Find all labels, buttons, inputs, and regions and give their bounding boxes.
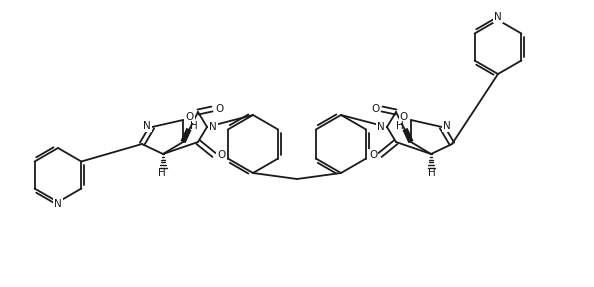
Text: H: H (428, 168, 436, 178)
Text: O: O (369, 150, 377, 160)
Text: N: N (54, 199, 62, 209)
Text: N: N (494, 12, 502, 22)
Text: N: N (143, 121, 151, 131)
Text: O: O (186, 112, 194, 122)
Text: N: N (377, 122, 385, 132)
Text: O: O (371, 104, 379, 114)
Text: H: H (396, 121, 404, 131)
Text: O: O (400, 112, 408, 122)
Text: O: O (217, 150, 225, 160)
Text: H: H (190, 121, 198, 131)
Text: H: H (158, 168, 166, 178)
Text: O: O (215, 104, 223, 114)
Text: N: N (209, 122, 217, 132)
Text: N: N (443, 121, 451, 131)
